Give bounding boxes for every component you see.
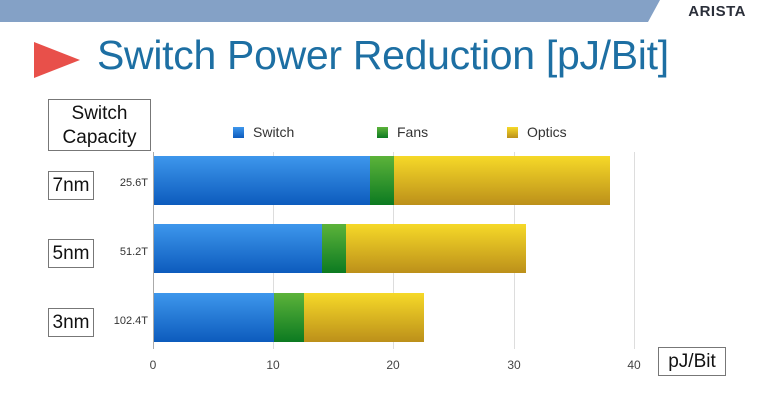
bar-segment-switch [154, 156, 370, 205]
gridline-40 [634, 152, 635, 349]
capacity-header-line2: Capacity [62, 127, 137, 148]
legend-label-optics: Optics [527, 124, 567, 140]
bar-segment-switch [154, 224, 322, 273]
node-label-5nm: 5nm [48, 239, 94, 268]
legend-item-fans: Fans [377, 124, 428, 140]
node-label-7nm: 7nm [48, 171, 94, 200]
bar-segment-switch [154, 293, 274, 342]
x-tick-10: 10 [266, 358, 280, 372]
bar-7nm [154, 156, 610, 205]
legend-swatch-switch [233, 126, 244, 138]
x-tick-30: 30 [507, 358, 521, 372]
header-banner-shape [0, 0, 768, 22]
capacity-label-51.2T: 51.2T [119, 246, 148, 258]
legend-item-optics: Optics [507, 124, 567, 140]
legend-swatch-fans [377, 126, 388, 138]
capacity-header-line1: Switch [71, 103, 128, 124]
bar-segment-fans [274, 293, 304, 342]
y-axis-line [153, 152, 154, 349]
legend-swatch-optics [507, 126, 518, 138]
bar-5nm [154, 224, 526, 273]
header-bar: ARISTA [0, 0, 768, 22]
unit-label: pJ/Bit [658, 347, 726, 376]
x-tick-0: 0 [149, 358, 157, 372]
capacity-label-102.4T: 102.4T [113, 315, 148, 327]
bar-segment-fans [322, 224, 346, 273]
page-title: Switch Power Reduction [pJ/Bit] [97, 32, 669, 78]
switch-capacity-header: Switch Capacity [48, 99, 151, 151]
capacity-label-25.6T: 25.6T [119, 177, 148, 189]
bar-3nm [154, 293, 424, 342]
title-arrow-icon [34, 42, 80, 78]
bar-segment-fans [370, 156, 394, 205]
arista-logo: ARISTA [688, 3, 746, 20]
bar-segment-optics [346, 224, 526, 273]
node-label-3nm: 3nm [48, 308, 94, 337]
legend-label-fans: Fans [397, 124, 429, 140]
legend-item-switch: Switch [233, 124, 294, 140]
bar-segment-optics [304, 293, 424, 342]
legend-label-switch: Switch [253, 124, 295, 140]
x-tick-20: 20 [386, 358, 400, 372]
x-tick-40: 40 [627, 358, 641, 372]
bar-segment-optics [394, 156, 610, 205]
